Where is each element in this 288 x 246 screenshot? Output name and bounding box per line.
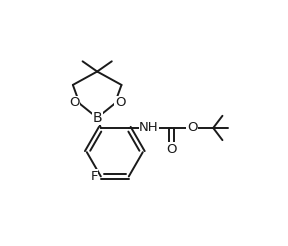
Text: O: O: [115, 96, 125, 109]
Text: B: B: [92, 111, 102, 125]
Text: O: O: [187, 122, 197, 135]
Text: F: F: [90, 170, 98, 183]
Text: O: O: [69, 96, 79, 109]
Text: NH: NH: [139, 122, 159, 135]
Text: O: O: [166, 143, 177, 156]
